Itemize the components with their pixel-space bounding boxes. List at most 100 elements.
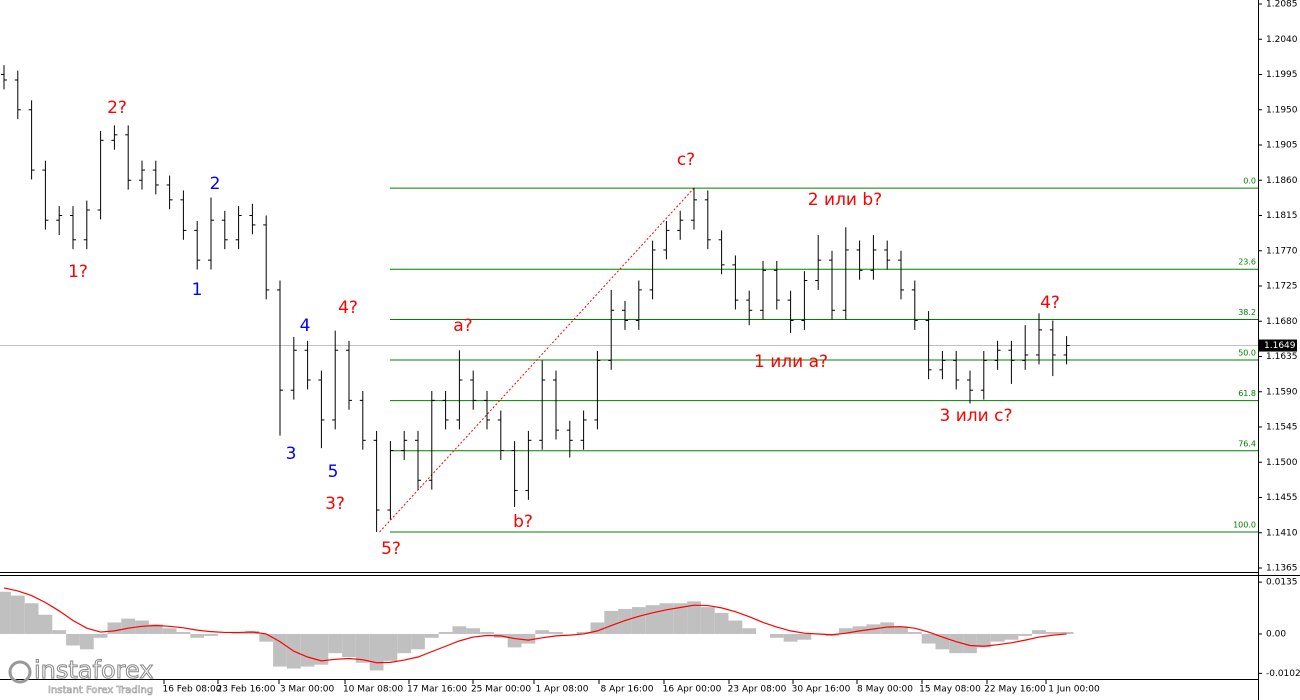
histogram-bar [0,591,11,634]
y-tick-label: 1.1905 [1266,141,1298,151]
histogram-bar [452,626,467,634]
histogram-bar [963,633,977,654]
histogram-bar [148,624,163,634]
histogram-bar [673,603,688,634]
y-tick-label: 0.0135 [1266,578,1298,588]
x-tick-label: 17 Mar 16:00 [407,685,467,695]
histogram-bar [135,620,149,634]
histogram-bar [438,632,453,634]
fib-label: 100.0 [1233,520,1256,529]
histogram-bar [24,603,39,634]
histogram-bar [66,633,80,646]
y-tick-label: 0.00 [1266,629,1286,639]
wave-label: 2 или b? [808,190,882,210]
y-tick-label: 1.1680 [1266,317,1298,327]
y-tick-label: 1.2085 [1266,0,1298,10]
histogram-bar [852,626,867,634]
histogram-bar [521,633,536,644]
histogram-bar [742,628,757,634]
wave-label: 3? [325,494,345,514]
histogram-bar [728,620,743,634]
x-tick-label: 25 Mar 00:00 [471,685,531,695]
x-tick-label: 3 Mar 00:00 [280,685,335,695]
fib-label: 38.2 [1238,308,1256,317]
histogram-bar [79,633,94,650]
y-tick-label: 1.1770 [1266,246,1298,256]
x-tick-label: 10 Mar 08:00 [343,685,403,695]
histogram-bar [204,633,218,636]
histogram-bar [907,632,922,634]
histogram-bar [645,605,660,634]
y-tick-label: 1.1635 [1266,352,1298,362]
fib-label: 76.4 [1238,439,1256,448]
x-tick-label: 8 May 00:00 [857,685,913,695]
wave-label: 1 или a? [754,352,828,372]
histogram-bar [894,626,908,634]
histogram-bar [300,633,315,667]
x-tick-label: 22 May 16:00 [984,685,1046,695]
wave-label: 4? [1040,293,1060,313]
wave-label: 4 [300,316,311,336]
histogram-bar [328,633,343,654]
x-tick-label: 16 Feb 08:00 [162,685,221,695]
histogram-bar [700,607,715,634]
histogram-bar [687,601,701,634]
wave-label: 3 [286,444,297,464]
wave-label: c? [677,150,695,170]
histogram-bar [424,633,439,638]
y-tick-label: 1.1860 [1266,176,1298,186]
y-tick-label: 1.1950 [1266,105,1298,115]
histogram-bar [259,633,274,642]
fib-label: 61.8 [1238,389,1256,398]
histogram-bar [383,633,398,661]
x-tick-label: 15 May 08:00 [919,685,981,695]
histogram-bar [921,633,936,644]
histogram-bar [631,607,646,634]
wave-label: 5 [328,462,339,482]
histogram-bar [355,633,370,663]
wave-label: 1 [192,280,203,300]
histogram-bar [411,633,425,650]
y-tick-label: 1.1815 [1266,211,1298,221]
y-tick-label: 1.1725 [1266,282,1298,292]
x-tick-label: 16 Apr 00:00 [663,685,722,695]
histogram-bar [618,609,632,634]
histogram-bar [507,633,522,648]
histogram-bar [1045,632,1060,634]
fib-label: 50.0 [1238,349,1256,358]
wave-label: 2 [210,174,221,194]
histogram-bar [990,633,1005,642]
histogram-bar [535,630,550,634]
logo-name: instaforex [34,656,154,684]
watermark: instaforex Instant Forex Trading [8,656,154,696]
histogram-bar [342,633,356,657]
histogram-bar [162,628,177,634]
y-tick-label: 1.1500 [1266,458,1298,468]
histogram-bar [176,632,191,634]
histogram-bar [976,633,991,648]
y-tick-label: 1.1455 [1266,493,1298,503]
x-tick-label: 1 Apr 08:00 [536,685,589,695]
last-price-label: 1.1649 [1264,341,1296,351]
histogram-bar [590,622,605,634]
histogram-bar [935,633,950,650]
y-tick-label: 1.2040 [1266,35,1298,45]
histogram-bar [107,622,122,634]
histogram-bar [52,630,67,634]
histogram-bar [190,633,205,638]
logo-tagline: Instant Forex Trading [48,685,153,696]
histogram-bar [466,628,481,634]
histogram-bar [880,622,895,634]
histogram-bar [93,633,108,638]
histogram-bar [1032,630,1046,634]
x-tick-label: 30 Apr 16:00 [792,685,851,695]
histogram-bar [10,595,25,634]
y-tick-label: 1.1365 [1266,564,1298,574]
histogram-bar [273,633,287,667]
histogram-bar [314,633,329,665]
fib-label: 0.0 [1243,177,1256,186]
x-tick-label: 23 Feb 16:00 [216,685,275,695]
